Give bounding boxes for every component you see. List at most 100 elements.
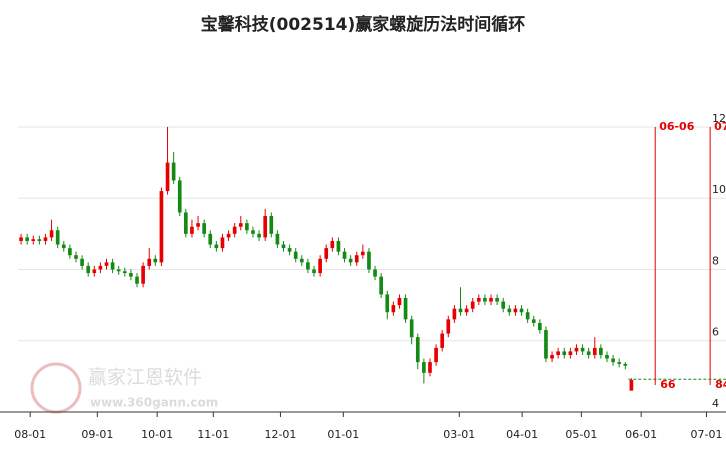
candle-body	[373, 269, 377, 277]
candle-body	[208, 233, 213, 245]
candle-body	[263, 216, 268, 238]
candle-body	[452, 308, 457, 320]
y-tick-label: 4	[712, 397, 719, 410]
candle-body	[409, 319, 414, 338]
candle-body	[165, 162, 170, 192]
candle-body	[122, 271, 127, 274]
candle-body	[611, 358, 615, 363]
candle-body	[623, 363, 628, 366]
candle-body	[245, 223, 249, 231]
candle-body	[525, 312, 530, 320]
candle-body	[214, 244, 219, 249]
candle-body	[306, 262, 310, 270]
candle-body	[129, 273, 133, 277]
candle-body	[153, 258, 158, 263]
candle-body	[513, 308, 518, 313]
candle-body	[269, 216, 274, 234]
candle-body	[592, 347, 597, 355]
candle-body	[342, 251, 347, 259]
x-tick-label: 07-01	[690, 428, 722, 441]
candle-body	[605, 354, 609, 359]
candle-body	[184, 212, 188, 234]
candle-body	[415, 337, 420, 363]
candle-body	[348, 258, 353, 263]
y-tick-label: 10	[712, 183, 726, 196]
candle-body	[86, 265, 91, 274]
candle-body	[470, 301, 475, 309]
x-tick-label: 10-01	[141, 428, 173, 441]
candle-body	[464, 308, 469, 313]
y-tick-label: 8	[712, 254, 719, 267]
candle-body	[171, 162, 176, 181]
candle-body	[495, 297, 499, 302]
candle-body	[531, 319, 536, 323]
x-tick-label: 01-01	[327, 428, 359, 441]
y-tick-label: 6	[712, 326, 719, 339]
candle-body	[293, 251, 298, 259]
candle-body	[367, 251, 371, 270]
chart-title: 宝馨科技(002514)赢家螺旋历法时间循环	[201, 14, 526, 35]
candle-body	[74, 255, 78, 259]
candle-body	[483, 297, 487, 302]
candle-body	[403, 297, 408, 320]
candle-body	[519, 308, 524, 313]
candle-body	[574, 347, 579, 352]
candle-body	[629, 379, 634, 391]
candle-body	[232, 226, 237, 234]
x-tick-label: 12-01	[264, 428, 296, 441]
candle-body	[226, 233, 231, 238]
candle-body	[562, 351, 567, 355]
candle-body	[98, 265, 103, 270]
watermark-name: 赢家江恩软件	[88, 367, 202, 389]
candle-body	[617, 362, 622, 364]
candle-body	[489, 297, 493, 302]
cycle-date: 06-06	[659, 120, 695, 133]
candle-body	[287, 248, 292, 252]
candle-body	[281, 244, 286, 249]
candle-body	[275, 233, 280, 245]
candle-body	[544, 330, 548, 359]
candle-body	[110, 262, 115, 270]
candle-body	[135, 276, 139, 284]
candle-body	[397, 297, 402, 306]
candle-body	[141, 265, 145, 284]
candle-body	[434, 347, 438, 363]
candle-body	[391, 305, 396, 313]
candle-body	[55, 230, 60, 245]
candle-body	[501, 301, 506, 309]
candle-body	[92, 269, 97, 274]
candle-body	[80, 258, 84, 266]
candle-body	[385, 294, 390, 313]
x-tick-label: 11-01	[197, 428, 229, 441]
candle-body	[476, 297, 481, 302]
candle-body	[299, 258, 304, 263]
candle-body	[428, 362, 432, 373]
candle-body	[354, 255, 359, 263]
y-tick-label: 12	[712, 112, 726, 125]
candle-body	[68, 248, 72, 256]
candle-body	[196, 223, 200, 227]
cycle-count: 84	[715, 378, 726, 391]
x-tick-label: 09-01	[81, 428, 113, 441]
candle-body	[257, 233, 261, 238]
candle-body	[361, 251, 365, 256]
x-tick-label: 03-01	[443, 428, 475, 441]
x-tick-label: 08-01	[14, 428, 46, 441]
candle-body	[580, 347, 585, 352]
candle-body	[104, 262, 109, 266]
candle-body	[550, 354, 554, 359]
candle-body	[422, 362, 426, 373]
candle-body	[25, 237, 29, 241]
candle-body	[202, 223, 206, 234]
candle-body	[336, 240, 341, 252]
watermark: 赢家江恩软件 www.360gann.com	[30, 362, 218, 414]
candle-body	[556, 351, 560, 355]
candle-body	[458, 308, 463, 313]
candle-body	[586, 351, 591, 355]
candle-body	[568, 351, 573, 355]
candle-body	[43, 237, 48, 241]
candle-body	[251, 230, 255, 234]
candle-body	[159, 191, 164, 263]
